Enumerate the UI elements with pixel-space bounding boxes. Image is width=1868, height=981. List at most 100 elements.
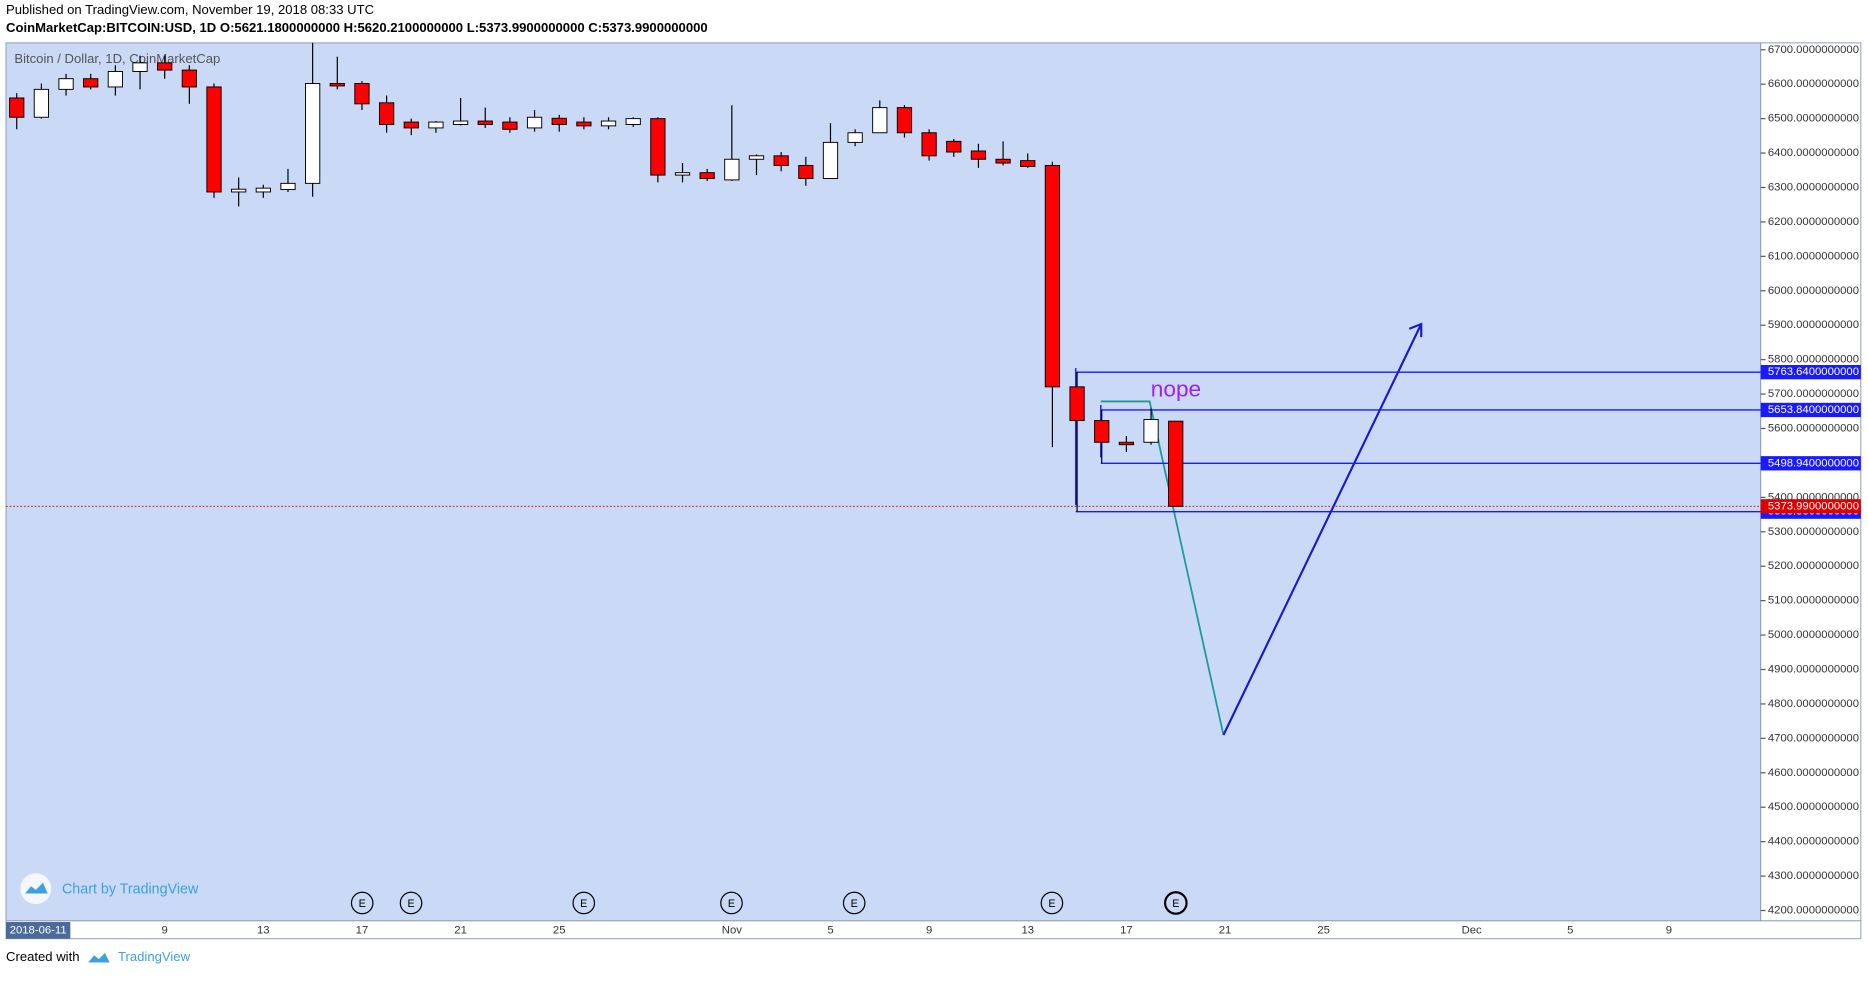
body xyxy=(921,132,937,157)
y-tick-label: 6200.0000000000 xyxy=(1768,216,1859,228)
body xyxy=(107,70,123,88)
x-tick-label: 21 xyxy=(454,924,467,936)
body xyxy=(896,107,913,134)
candle xyxy=(9,93,25,130)
candle xyxy=(625,117,641,127)
candle xyxy=(280,168,296,192)
x-tick-label: 17 xyxy=(1120,924,1133,936)
event-marker xyxy=(399,891,423,915)
y-tick-label: 4400.0000000000 xyxy=(1768,836,1859,848)
y-tick-label: 4500.0000000000 xyxy=(1768,801,1859,813)
arrow xyxy=(1222,323,1423,736)
candle xyxy=(231,177,247,207)
time-axis xyxy=(5,920,1862,940)
body xyxy=(1094,420,1110,443)
candle xyxy=(921,129,937,161)
candle xyxy=(58,73,74,96)
candle xyxy=(305,42,321,197)
candle xyxy=(83,73,99,90)
candle xyxy=(132,55,148,90)
candle xyxy=(206,83,222,198)
candle xyxy=(157,55,173,79)
candle xyxy=(181,65,197,104)
body xyxy=(798,164,814,180)
body xyxy=(847,132,863,143)
body xyxy=(305,83,321,184)
candle xyxy=(1118,436,1135,452)
body xyxy=(58,78,74,90)
body xyxy=(428,121,444,129)
y-tick-label: 5600.0000000000 xyxy=(1768,422,1859,434)
body xyxy=(946,140,962,153)
body xyxy=(748,155,765,160)
chart-pane xyxy=(5,42,1762,922)
logo-mark xyxy=(25,882,48,894)
x-tick-label: 13 xyxy=(1021,924,1034,936)
event-label: E xyxy=(1048,898,1055,910)
candle xyxy=(33,83,50,119)
body xyxy=(83,78,99,88)
body xyxy=(231,188,247,193)
symbol-line: CoinMarketCap:BITCOIN:USD, 1D O:5621.180… xyxy=(6,20,708,35)
event-marker xyxy=(720,891,743,915)
body xyxy=(33,88,50,118)
chart-title: Bitcoin / Dollar, 1D, CoinMarketCap xyxy=(14,51,220,66)
y-tick-label: 4300.0000000000 xyxy=(1768,870,1859,882)
y-tick-label: 6600.0000000000 xyxy=(1768,78,1859,90)
arrow-head xyxy=(1408,322,1423,338)
candle xyxy=(699,168,715,181)
candle xyxy=(1020,153,1036,168)
candle xyxy=(872,100,888,134)
event-label: E xyxy=(580,898,587,910)
y-tick-label: 5200.0000000000 xyxy=(1768,560,1859,572)
event-label: E xyxy=(851,898,858,910)
last-price-label: 5373.9900000000 xyxy=(1768,500,1859,512)
candle xyxy=(378,95,395,133)
candle xyxy=(526,110,543,132)
candle xyxy=(1094,409,1110,464)
drawings: nope xyxy=(1075,322,1423,736)
body xyxy=(674,172,691,176)
body xyxy=(872,107,888,134)
y-tick-label: 6000.0000000000 xyxy=(1768,285,1859,297)
event-marker xyxy=(1164,891,1188,915)
cursor-date: 2018-06-11 xyxy=(10,924,67,936)
y-tick-label: 5900.0000000000 xyxy=(1768,319,1859,331)
y-tick-label: 4900.0000000000 xyxy=(1768,663,1859,675)
candle xyxy=(600,117,617,130)
watermark: Chart by TradingView xyxy=(20,873,199,905)
body xyxy=(255,187,271,193)
candle xyxy=(798,156,814,186)
level-box xyxy=(1760,456,1861,471)
candle xyxy=(1044,161,1061,448)
body xyxy=(9,97,25,118)
y-tick-label: 5700.0000000000 xyxy=(1768,388,1859,400)
event-marker xyxy=(1040,891,1064,915)
candle xyxy=(896,105,913,138)
body xyxy=(329,83,345,87)
candle xyxy=(551,114,567,132)
body xyxy=(1069,386,1085,422)
candle xyxy=(650,117,666,183)
body xyxy=(378,102,395,125)
x-tick-label: 9 xyxy=(162,924,168,936)
body xyxy=(773,155,789,166)
x-tick-label: 5 xyxy=(1567,924,1573,936)
body xyxy=(502,121,518,130)
candle xyxy=(403,118,419,136)
body xyxy=(477,120,493,125)
price-axis xyxy=(1760,42,1862,922)
x-tick-label: Nov xyxy=(722,924,742,936)
event-label: E xyxy=(728,898,735,910)
body xyxy=(403,121,419,129)
y-tick-label: 4600.0000000000 xyxy=(1768,767,1859,779)
body xyxy=(280,182,296,191)
candle xyxy=(477,107,493,128)
candle xyxy=(970,143,987,168)
body xyxy=(1143,419,1159,443)
body xyxy=(181,69,197,88)
candle xyxy=(847,129,863,147)
y-tick-label: 4800.0000000000 xyxy=(1768,698,1859,710)
candle xyxy=(946,138,962,157)
candle xyxy=(255,184,271,198)
